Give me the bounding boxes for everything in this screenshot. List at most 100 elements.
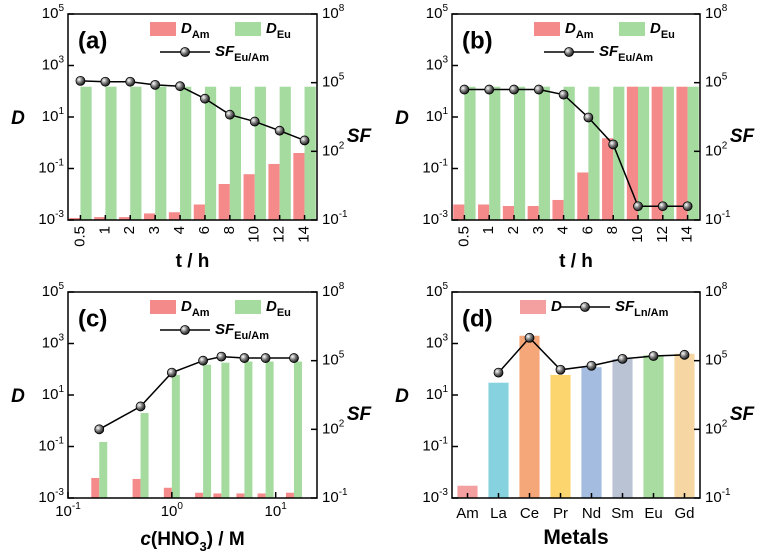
point <box>679 349 690 360</box>
bar <box>489 86 501 220</box>
legend-point <box>564 47 574 57</box>
legend-label: SFLn/Am <box>615 298 669 319</box>
bar <box>550 374 571 498</box>
y2-axis-label: SF <box>730 126 756 147</box>
point <box>224 109 235 120</box>
bar <box>676 86 688 220</box>
bar <box>69 217 81 220</box>
y-tick-label: 105 <box>426 281 449 300</box>
x-tick-label: 10 <box>629 226 646 243</box>
bar <box>195 492 204 498</box>
bar <box>285 492 294 498</box>
y2-tick-label: 108 <box>322 281 345 300</box>
y-tick-label: 10-3 <box>38 209 64 228</box>
y-axis-label: D <box>395 108 409 129</box>
y2-tick-label: 10-1 <box>705 209 731 228</box>
bar <box>168 212 181 220</box>
y-tick-label: 10-3 <box>422 487 448 506</box>
point <box>533 84 544 95</box>
bar <box>612 359 633 498</box>
bar <box>254 86 266 220</box>
point <box>648 351 659 361</box>
y2-tick-label: 105 <box>705 350 728 369</box>
point <box>682 201 693 212</box>
x-tick-label: 101 <box>265 501 288 520</box>
legend-point <box>580 302 590 312</box>
bar <box>229 86 242 220</box>
bar <box>140 412 149 498</box>
bar <box>687 86 699 220</box>
point <box>558 89 569 100</box>
y2-tick-label: 105 <box>322 72 345 91</box>
legend-label: DEu <box>266 20 291 41</box>
point <box>657 201 668 212</box>
bar <box>563 86 575 220</box>
y-tick-label: 105 <box>426 3 449 22</box>
point <box>633 201 643 212</box>
bar <box>213 493 222 498</box>
x-tick-label: 0.5 <box>71 226 88 247</box>
bar <box>94 217 106 220</box>
x-tick-label: Pr <box>553 505 568 522</box>
y2-axis-label: SF <box>347 404 373 425</box>
panel-label: (d) <box>462 305 493 332</box>
panel-label: (b) <box>462 27 493 54</box>
y-tick-label: 10-1 <box>38 158 64 177</box>
y-tick-label: 101 <box>42 106 65 125</box>
bar <box>236 493 245 498</box>
bar <box>105 86 117 220</box>
bar <box>80 86 92 220</box>
bar <box>99 441 108 498</box>
legend-label: SFEu/Am <box>599 43 653 64</box>
y2-tick-label: 108 <box>705 281 728 300</box>
x-tick-label: La <box>490 505 507 522</box>
bar <box>155 86 167 220</box>
x-tick-label: 14 <box>296 226 313 243</box>
bar <box>514 86 526 220</box>
point <box>493 367 504 378</box>
y2-tick-label: 102 <box>322 140 345 159</box>
bar <box>662 86 674 220</box>
bar <box>527 205 539 220</box>
legend-point <box>180 47 190 57</box>
legend-swatch <box>520 300 546 314</box>
bar <box>478 204 490 220</box>
x-tick-label: Nd <box>582 505 601 522</box>
x-tick-label: 1 <box>480 226 497 234</box>
point <box>484 84 495 95</box>
y-tick-label: 10-1 <box>422 436 448 455</box>
x-tick-label: 1 <box>96 226 113 234</box>
x-tick-label: 2 <box>505 226 522 234</box>
x-tick-label: Ce <box>520 505 539 522</box>
line <box>80 80 305 142</box>
point <box>274 125 285 136</box>
bar <box>193 204 205 220</box>
y-tick-label: 103 <box>426 55 449 74</box>
y-tick-label: 105 <box>42 281 65 300</box>
y2-axis-label: SF <box>347 126 373 147</box>
x-tick-label: 3 <box>530 226 547 234</box>
bar <box>257 493 266 498</box>
bar <box>588 86 600 220</box>
point <box>175 81 185 92</box>
legend-label: SFEu/Am <box>215 43 269 64</box>
legend-swatch <box>534 22 560 36</box>
point <box>249 116 260 127</box>
bar <box>243 174 255 220</box>
y2-tick-label: 10-1 <box>322 209 348 228</box>
bar <box>218 184 230 220</box>
bar <box>119 217 131 220</box>
x-tick-label: 8 <box>604 226 621 234</box>
y-axis-label: D <box>395 386 409 407</box>
point <box>216 351 227 362</box>
bar <box>244 361 253 498</box>
x-tick-label: 6 <box>196 226 213 234</box>
x-tick-label: 14 <box>679 226 696 243</box>
y-tick-label: 10-3 <box>38 487 64 506</box>
point <box>200 93 210 104</box>
y-tick-label: 103 <box>42 333 65 352</box>
bar <box>519 335 540 498</box>
panel-label: (c) <box>78 305 107 332</box>
legend-label: DEu <box>266 298 291 319</box>
y-tick-label: 103 <box>426 333 449 352</box>
